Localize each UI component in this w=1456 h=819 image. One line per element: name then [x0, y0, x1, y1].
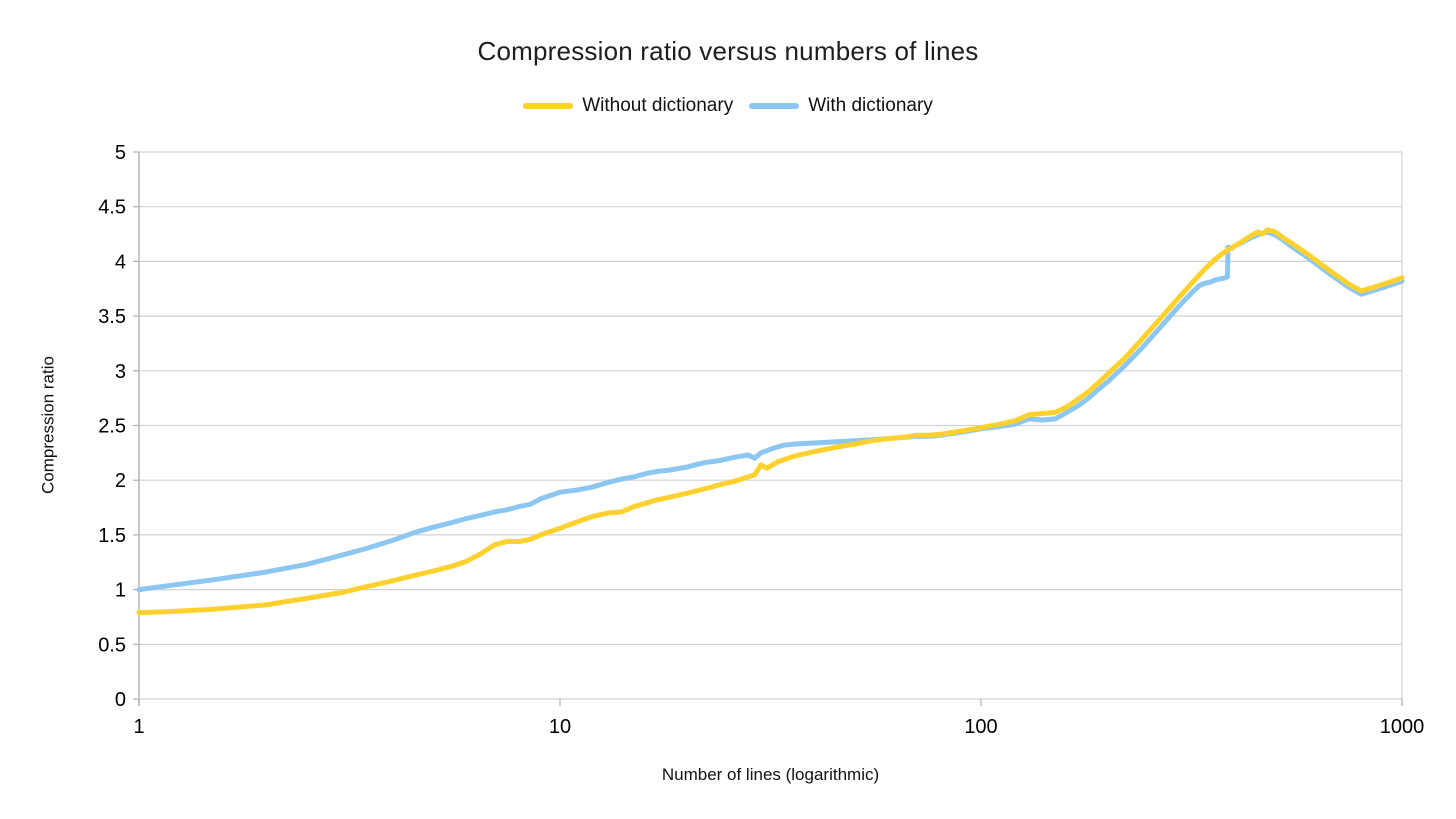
x-tick-label: 100 [964, 716, 997, 738]
y-tick-label: 4.5 [98, 197, 126, 219]
y-tick-label: 2 [115, 470, 126, 492]
y-tick-label: 1 [115, 580, 126, 602]
series-line-without-dictionary [136, 227, 1405, 616]
legend-swatch-without-dictionary [523, 103, 574, 109]
chart-title: Compression ratio versus numbers of line… [477, 36, 979, 66]
y-tick-label: 3 [115, 361, 126, 383]
x-tick-label: 1000 [1380, 716, 1425, 738]
y-tick-label: 2.5 [98, 416, 126, 438]
series-line-with-dictionary [136, 229, 1405, 593]
y-tick-label: 4 [115, 251, 126, 273]
y-tick-label: 0 [115, 689, 126, 711]
y-tick-label: 3.5 [98, 306, 126, 328]
legend-swatch-with-dictionary [749, 103, 800, 109]
y-tick-label: 0.5 [98, 634, 126, 656]
legend-label-with-dictionary: With dictionary [808, 95, 933, 116]
legend-item-without-dictionary: Without dictionary [523, 95, 733, 117]
y-tick-label: 1.5 [98, 525, 126, 547]
legend: Without dictionary With dictionary [0, 95, 1456, 117]
x-tick-label: 1 [133, 716, 144, 738]
legend-item-with-dictionary: With dictionary [749, 95, 933, 117]
legend-label-without-dictionary: Without dictionary [582, 95, 734, 116]
x-axis-title: Number of lines (logarithmic) [661, 765, 880, 784]
x-tick-label: 10 [549, 716, 571, 738]
y-tick-label: 5 [115, 142, 126, 164]
